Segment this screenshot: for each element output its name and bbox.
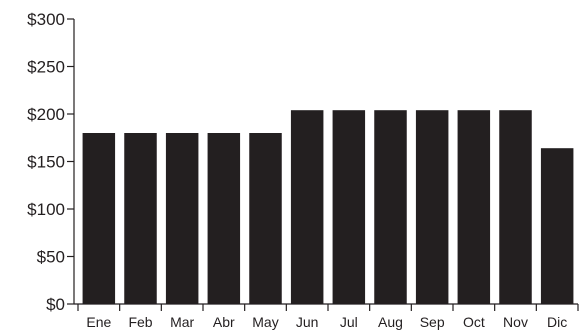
x-tick-label: Nov: [503, 314, 528, 330]
x-tick-label: Ene: [86, 314, 111, 330]
y-tick-label: $100: [27, 200, 65, 219]
x-tick-label: Abr: [213, 314, 235, 330]
y-tick-label: $0: [46, 295, 65, 314]
y-axis: $0 $50 $100 $150 $200 $250 $300: [27, 10, 75, 314]
bar-sep: [415, 110, 449, 304]
bar-nov: [499, 110, 532, 304]
bar-jul: [332, 110, 366, 304]
x-tick-label: Mar: [170, 314, 194, 330]
bars: [82, 110, 574, 304]
x-tick-label: May: [252, 314, 278, 330]
bar-oct: [457, 110, 491, 304]
bar-mar: [165, 133, 199, 304]
x-tick-label: Aug: [378, 314, 403, 330]
bar-ene: [82, 133, 116, 304]
bar-dic: [540, 148, 574, 304]
x-axis: Ene Feb Mar Abr May Jun Jul Aug Sep Oct Nov Dic: [74, 303, 579, 330]
x-tick-label: Dic: [547, 314, 567, 330]
y-tick-label: $300: [27, 10, 65, 29]
y-tick-label: $250: [27, 58, 65, 77]
x-tick-label: Feb: [128, 314, 152, 330]
x-tick-label: Jun: [296, 314, 319, 330]
y-tick-label: $150: [27, 153, 65, 172]
x-tick-label: Sep: [420, 314, 445, 330]
bar-may: [249, 133, 282, 304]
y-tick-label: $50: [37, 248, 65, 267]
bar-abr: [207, 133, 241, 304]
x-tick-label: Jul: [340, 314, 358, 330]
bar-feb: [124, 133, 157, 304]
bar-jun: [290, 110, 324, 304]
bar-aug: [374, 110, 407, 304]
y-tick-label: $200: [27, 105, 65, 124]
x-tick-label: Oct: [463, 314, 485, 330]
